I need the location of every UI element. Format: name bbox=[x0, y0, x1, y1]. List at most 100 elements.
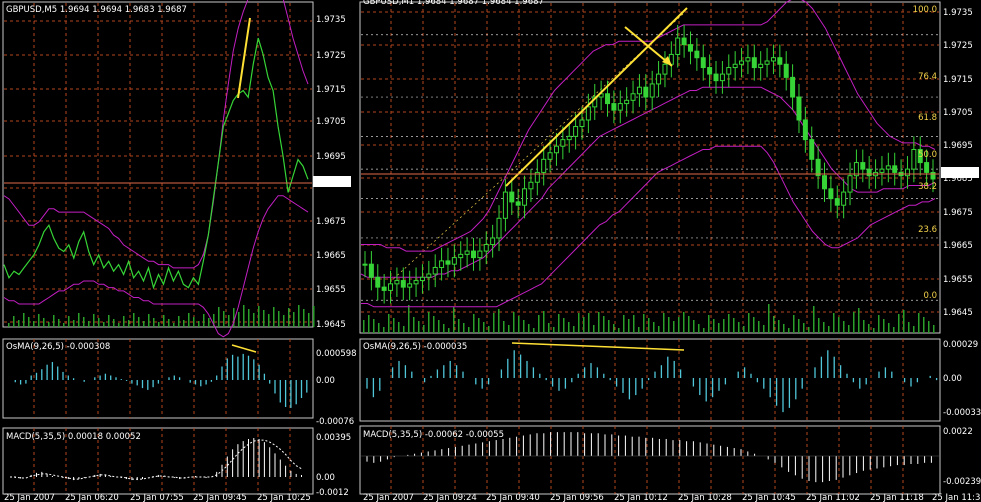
left-y-tick-label: 1.9705 bbox=[316, 117, 346, 127]
left-volume-bar bbox=[28, 317, 30, 327]
left-time-label: 25 Jan 09:45 bbox=[193, 493, 247, 502]
right-volume-bar bbox=[633, 315, 635, 333]
right-volume-bar bbox=[713, 319, 715, 333]
right-candle-body bbox=[911, 148, 917, 170]
right-candle-body bbox=[560, 139, 566, 147]
right-candle-body bbox=[656, 73, 662, 85]
right-volume-bar bbox=[868, 324, 870, 333]
right-volume-bar bbox=[368, 315, 370, 333]
left-volume-bar bbox=[203, 314, 205, 327]
right-volume-bar bbox=[548, 323, 550, 333]
right-volume-bar bbox=[508, 325, 510, 333]
right-volume-bar bbox=[733, 318, 735, 333]
right-time-label: 25 Jan 11:18 bbox=[870, 493, 924, 502]
right-volume-bar bbox=[918, 313, 920, 333]
right-candle-body bbox=[439, 260, 445, 268]
right-fib-label: 38.2 bbox=[918, 182, 937, 192]
right-candle-body bbox=[649, 83, 655, 98]
left-volume-bar bbox=[113, 319, 115, 327]
right-y-tick-label: 1.9675 bbox=[943, 208, 973, 218]
right-time-label: 25 Jan 10:45 bbox=[742, 493, 796, 502]
right-volume-bar bbox=[933, 325, 935, 333]
right-candle-body bbox=[885, 165, 891, 170]
right-volume-bar bbox=[863, 320, 865, 333]
right-fib-label: 0.0 bbox=[923, 291, 937, 301]
left-volume-bar bbox=[303, 309, 305, 327]
right-volume-bar bbox=[658, 326, 660, 333]
right-volume-bar bbox=[903, 310, 905, 333]
left-volume-bar bbox=[98, 318, 100, 327]
right-trend-line bbox=[505, 7, 688, 187]
left-volume-bar bbox=[13, 316, 15, 327]
right-volume-bar bbox=[718, 323, 720, 333]
right-candle-body bbox=[879, 168, 885, 173]
right-volume-bar bbox=[453, 307, 455, 333]
right-volume-bar bbox=[618, 328, 620, 333]
right-volume-bar bbox=[578, 313, 580, 333]
left-volume-bar bbox=[268, 314, 270, 327]
left-volume-bar bbox=[228, 315, 230, 327]
left-volume-bar bbox=[283, 315, 285, 327]
right-price-box-label: 1.9687 bbox=[943, 169, 973, 179]
right-candle-body bbox=[509, 191, 515, 203]
right-candle-body bbox=[470, 250, 476, 259]
left-macd-tick-label: 0.00395 bbox=[316, 433, 351, 443]
right-volume-bar bbox=[888, 323, 890, 333]
right-volume-bar bbox=[603, 316, 605, 333]
right-volume-bar bbox=[528, 324, 530, 333]
right-fib-label: 61.8 bbox=[918, 113, 937, 123]
right-volume-bar bbox=[833, 313, 835, 333]
right-volume-bar bbox=[403, 326, 405, 333]
right-volume-bar bbox=[613, 324, 615, 333]
right-time-label: 25 Jan 10:28 bbox=[678, 493, 732, 502]
right-candle-body bbox=[464, 250, 470, 255]
right-volume-bar bbox=[373, 319, 375, 333]
left-osma-tick-label: 0.000598 bbox=[316, 349, 357, 359]
right-volume-bar bbox=[828, 326, 830, 333]
left-volume-bar bbox=[88, 321, 90, 327]
right-volume-bar bbox=[643, 314, 645, 333]
right-price-box bbox=[941, 167, 979, 178]
right-candle-body bbox=[809, 139, 815, 160]
right-volume-bar bbox=[488, 326, 490, 333]
right-volume-bar bbox=[743, 326, 745, 333]
right-candle-body bbox=[394, 280, 400, 285]
right-volume-bar bbox=[703, 328, 705, 333]
right-time-label: 25 Jan 10:12 bbox=[614, 493, 668, 502]
right-candle-body bbox=[585, 106, 591, 121]
left-volume-bar bbox=[83, 317, 85, 327]
left-volume-bar bbox=[288, 308, 290, 327]
right-volume-bar bbox=[418, 321, 420, 333]
right-volume-bar bbox=[768, 304, 770, 333]
left-volume-bar bbox=[33, 321, 35, 327]
right-volume-bar bbox=[628, 319, 630, 333]
left-volume-bar bbox=[263, 310, 265, 327]
right-candle-body bbox=[719, 73, 725, 82]
left-volume-bar bbox=[293, 312, 295, 327]
right-candle-body bbox=[732, 63, 738, 69]
right-candle-body bbox=[841, 191, 847, 206]
right-volume-bar bbox=[763, 325, 765, 333]
right-volume-bar bbox=[878, 315, 880, 333]
left-volume-bar bbox=[128, 320, 130, 327]
left-main-frame bbox=[2, 1, 314, 328]
right-candle-body bbox=[362, 263, 368, 266]
right-candle-body bbox=[605, 93, 611, 105]
right-candle-body bbox=[924, 162, 930, 173]
right-volume-bar bbox=[423, 325, 425, 333]
right-y-tick-label: 1.9715 bbox=[943, 75, 973, 85]
right-candle-body bbox=[687, 44, 693, 52]
right-arrow-line bbox=[624, 26, 673, 67]
right-candle-body bbox=[745, 57, 751, 62]
right-volume-bar bbox=[898, 314, 900, 333]
right-osma-tick-label: -0.00033 bbox=[943, 408, 981, 418]
right-candle-body bbox=[579, 119, 585, 128]
right-macd-tick-label: 0.0022 bbox=[943, 427, 973, 437]
left-volume-bar bbox=[158, 322, 160, 327]
left-volume-bar bbox=[53, 315, 55, 327]
right-candle-body bbox=[802, 119, 808, 141]
right-volume-bar bbox=[533, 328, 535, 333]
right-main-frame bbox=[359, 1, 941, 334]
right-volume-bar bbox=[463, 323, 465, 333]
